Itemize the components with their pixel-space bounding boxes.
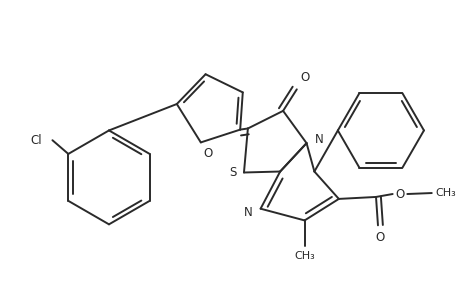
Text: CH₃: CH₃ <box>294 251 314 261</box>
Text: O: O <box>375 231 384 244</box>
Text: O: O <box>395 188 404 200</box>
Text: N: N <box>313 133 322 146</box>
Text: O: O <box>203 147 213 160</box>
Text: Cl: Cl <box>30 134 42 147</box>
Text: S: S <box>228 166 235 179</box>
Text: CH₃: CH₃ <box>435 188 455 198</box>
Text: O: O <box>300 71 309 85</box>
Text: N: N <box>243 206 252 219</box>
